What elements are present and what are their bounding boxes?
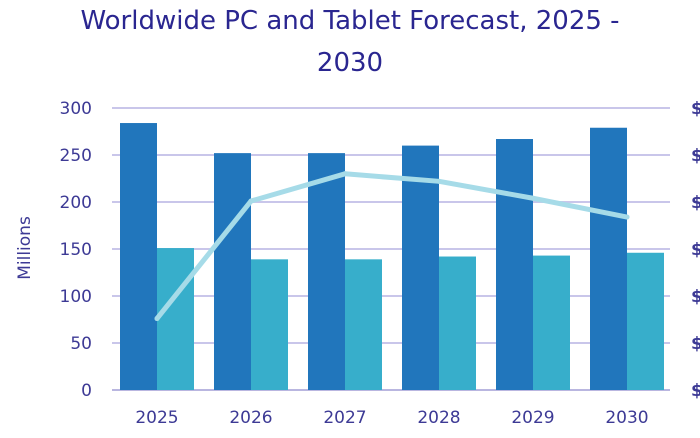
line-point-2029 <box>530 195 536 201</box>
x-axis-ticks: 2025 2026 2027 2028 2029 2030 <box>135 408 648 428</box>
bar-tablets-2028 <box>439 256 476 390</box>
line-point-2027 <box>342 171 348 177</box>
x-tick-label: 2029 <box>511 408 554 428</box>
bar-pcs-2026 <box>214 153 251 390</box>
line-point-2025 <box>154 316 160 322</box>
x-tick-label: 2025 <box>135 408 178 428</box>
line-point-2026 <box>248 198 254 204</box>
y-tick-label: 50 <box>70 334 92 354</box>
bar-pcs-2028 <box>402 145 439 390</box>
bar-tablets-2027 <box>345 259 382 390</box>
x-tick-label: 2030 <box>605 408 648 428</box>
bar-pcs-2025 <box>120 123 157 390</box>
right-tick-label: $ <box>691 381 700 401</box>
line-series <box>154 171 630 322</box>
right-tick-label: $ <box>691 240 700 260</box>
right-tick-label: $ <box>691 99 700 119</box>
bar-tablets-2026 <box>251 259 288 390</box>
bars <box>120 123 664 391</box>
y-tick-label: 150 <box>60 240 92 260</box>
right-axis-ticks: $ $ $ $ $ $ $ <box>691 99 700 401</box>
right-tick-label: $ <box>691 146 700 166</box>
line-point-2030 <box>624 214 630 220</box>
y-tick-label: 0 <box>81 381 92 401</box>
line-path <box>154 171 630 322</box>
x-tick-label: 2027 <box>323 408 366 428</box>
bar-tablets-2029 <box>533 255 570 390</box>
x-tick-label: 2026 <box>229 408 272 428</box>
y-axis-ticks: 300 250 200 150 100 50 0 <box>60 99 92 401</box>
right-tick-label: $ <box>691 334 700 354</box>
bar-tablets-2025 <box>157 248 194 390</box>
y-tick-label: 250 <box>60 146 92 166</box>
bar-tablets-2030 <box>627 252 664 390</box>
y-axis-label: Millions <box>15 216 35 280</box>
y-tick-label: 300 <box>60 99 92 119</box>
line-point-2028 <box>436 178 442 184</box>
bar-pcs-2029 <box>496 139 533 390</box>
y-tick-label: 100 <box>60 287 92 307</box>
bar-pcs-2027 <box>308 153 345 390</box>
y-tick-label: 200 <box>60 193 92 213</box>
right-tick-label: $ <box>691 287 700 307</box>
x-tick-label: 2028 <box>417 408 460 428</box>
gridlines <box>112 107 670 391</box>
bar-pcs-2030 <box>590 127 627 391</box>
chart-title-line-2: 2030 <box>316 48 384 78</box>
chart-title-line-1: Worldwide PC and Tablet Forecast, 2025 - <box>80 6 620 36</box>
right-tick-label: $ <box>691 193 700 213</box>
